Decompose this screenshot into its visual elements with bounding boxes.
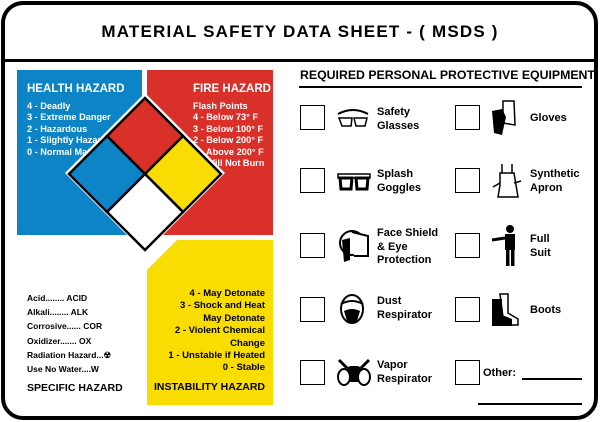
fire-item: 3 - Below 100° F bbox=[193, 123, 264, 134]
other-label: Other: bbox=[483, 367, 516, 379]
checkbox-synthetic-apron[interactable] bbox=[455, 168, 480, 193]
specific-item: Use No Water....W bbox=[27, 364, 99, 375]
instability-item: 0 - Stable bbox=[222, 362, 265, 374]
ppe-label: Synthetic Apron bbox=[530, 168, 580, 194]
specific-item: Radiation Hazard... bbox=[27, 349, 104, 360]
specific-title: SPECIFIC HAZARD bbox=[27, 382, 123, 395]
checkbox-gloves[interactable] bbox=[455, 105, 480, 130]
health-title: HEALTH HAZARD bbox=[27, 83, 125, 95]
fire-item: 4 - Below 73° F bbox=[193, 112, 258, 123]
checkbox-splash-goggles[interactable] bbox=[300, 168, 325, 193]
ppe-label: Face Shield & Eye Protection bbox=[377, 227, 439, 266]
fire-item: 0 - Will Not Burn bbox=[193, 158, 265, 169]
instability-item: 2 - Violent Chemical bbox=[174, 325, 265, 337]
checkbox-full-suit[interactable] bbox=[455, 233, 480, 258]
fire-subtitle: Flash Points bbox=[193, 101, 248, 111]
other-input-line-2[interactable] bbox=[478, 403, 582, 405]
instability-item: 4 - May Detonate bbox=[189, 288, 266, 299]
ppe-label: Vapor Respirator bbox=[377, 359, 433, 385]
health-item: 1 - Slightly Hazardous bbox=[27, 135, 123, 146]
checkbox-dust-respirator[interactable] bbox=[300, 297, 325, 322]
ppe-label: Gloves bbox=[530, 112, 567, 124]
ppe-divider bbox=[299, 86, 582, 88]
ppe-label: Full Suit bbox=[530, 233, 551, 259]
instability-item: 3 - Shock and Heat bbox=[180, 300, 265, 312]
specific-hazard-legend: Acid........ ACID Alkali........ ALK Cor… bbox=[27, 291, 123, 395]
full-suit-icon bbox=[491, 225, 515, 266]
apron-icon bbox=[492, 164, 522, 198]
instability-hazard-panel: 4 - May Detonate 3 - Shock and Heat May … bbox=[147, 240, 273, 405]
instability-item: May Detonate bbox=[203, 312, 265, 324]
checkbox-face-shield[interactable] bbox=[300, 233, 325, 258]
checkbox-boots[interactable] bbox=[455, 297, 480, 322]
specific-item: Corrosive...... COR bbox=[27, 321, 103, 332]
instability-title: INSTABILITY HAZARD bbox=[153, 380, 265, 393]
page-title: MATERIAL SAFETY DATA SHEET - ( MSDS ) bbox=[101, 22, 499, 41]
instability-item: Change bbox=[230, 337, 265, 349]
checkbox-safety-glasses[interactable] bbox=[300, 105, 325, 130]
fire-title: FIRE HAZARD bbox=[193, 83, 271, 95]
radiation-icon: ☢ bbox=[103, 349, 112, 360]
checkbox-vapor-respirator[interactable] bbox=[300, 360, 325, 385]
dust-respirator-icon bbox=[340, 294, 364, 324]
checkbox-other[interactable] bbox=[455, 360, 480, 385]
health-item: 4 - Deadly bbox=[27, 101, 71, 111]
safety-glasses-icon bbox=[337, 109, 369, 127]
goggles-icon bbox=[337, 173, 371, 191]
face-shield-icon bbox=[339, 230, 369, 262]
gloves-icon bbox=[492, 100, 516, 135]
ppe-title: REQUIRED PERSONAL PROTECTIVE EQUIPMENT bbox=[300, 68, 595, 82]
fire-item: 1 - Above 200° F bbox=[193, 146, 264, 157]
boots-icon bbox=[492, 293, 519, 326]
fire-item: 2 - Below 200° F bbox=[193, 135, 264, 146]
ppe-label: Boots bbox=[530, 304, 562, 316]
specific-item: Oxidizer....... OX bbox=[27, 335, 92, 346]
ppe-label: Dust Respirator bbox=[377, 295, 433, 321]
other-input-line[interactable] bbox=[522, 378, 582, 380]
ppe-label: Splash Goggles bbox=[377, 168, 422, 194]
health-item: 2 - Hazardous bbox=[27, 123, 88, 134]
title-divider bbox=[3, 59, 597, 62]
specific-item: Alkali........ ALK bbox=[27, 307, 89, 318]
health-item: 3 - Extreme Danger bbox=[27, 112, 111, 123]
instability-item: 1 - Unstable if Heated bbox=[168, 350, 265, 362]
health-item: 0 - Normal Material bbox=[27, 146, 110, 157]
specific-item: Acid........ ACID bbox=[27, 293, 88, 303]
ppe-label: Safety Glasses bbox=[377, 106, 420, 132]
vapor-respirator-icon bbox=[337, 358, 371, 386]
nfpa-diamond-icon bbox=[65, 93, 225, 253]
